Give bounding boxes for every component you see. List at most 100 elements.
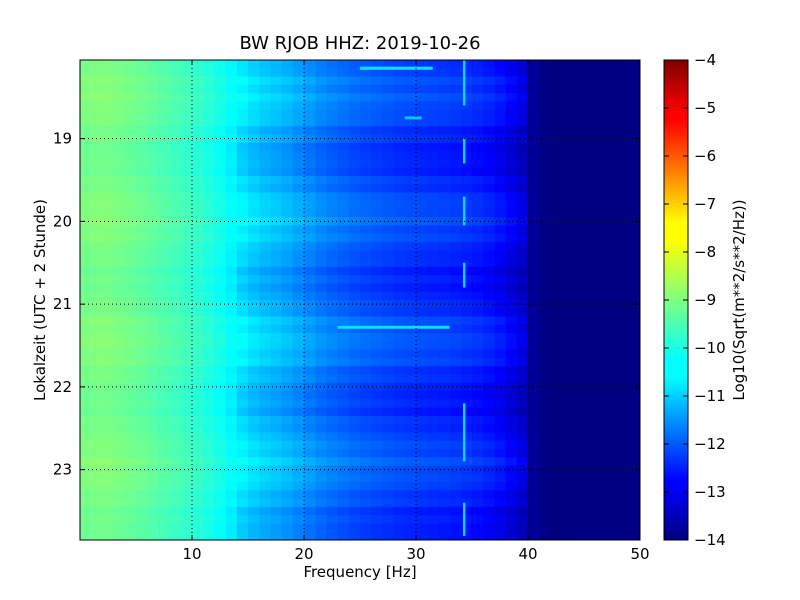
spectrogram-cell <box>203 473 215 483</box>
spectrogram-cell <box>102 275 115 285</box>
spectrogram-cell <box>147 366 159 376</box>
spectrogram-cell <box>270 84 283 94</box>
spectrogram-cell <box>147 523 159 533</box>
spectrogram-cell <box>416 151 428 160</box>
spectrogram-cell <box>225 457 238 467</box>
spectrogram-cell <box>550 208 563 218</box>
spectrogram-cell <box>427 515 439 525</box>
spectrogram-cell <box>595 151 607 160</box>
spectrogram-cell <box>628 134 640 144</box>
spectrogram-cell <box>561 192 574 202</box>
spectrogram-cell <box>158 490 171 500</box>
spectrogram-cell <box>606 432 619 442</box>
spectrogram-cell <box>259 151 271 160</box>
spectrogram-cell <box>483 349 495 359</box>
spectrogram-cell <box>572 399 585 409</box>
spectrogram-cell <box>113 134 126 144</box>
spectrogram-cell <box>136 109 148 119</box>
spectrogram-cell <box>136 233 148 243</box>
spectrogram-cell <box>147 349 159 359</box>
spectrogram-cell <box>214 142 227 152</box>
spectrogram-cell <box>416 448 428 458</box>
spectrogram-cell <box>606 233 619 243</box>
spectrogram-cell <box>203 440 215 450</box>
spectrogram-cell <box>348 531 361 540</box>
spectrogram-cell <box>91 208 103 218</box>
spectrogram-cell <box>348 117 361 127</box>
spectrogram-cell <box>158 333 171 342</box>
spectrogram-cell <box>561 93 574 102</box>
spectrogram-cell <box>147 324 159 334</box>
spectrogram-cell <box>460 432 473 442</box>
spectrogram-cell <box>326 506 339 516</box>
spectrogram-cell <box>416 250 428 260</box>
spectrogram-cell <box>192 523 204 533</box>
colorbar-ticks: −4−5−6−7−8−9−10−11−12−13−14 <box>664 51 726 549</box>
spectrogram-cell <box>528 300 540 309</box>
spectrogram-cell <box>225 151 238 160</box>
spectrogram-cell <box>584 349 596 359</box>
spectrogram-cell <box>91 349 103 359</box>
spectrogram-cell <box>360 192 372 202</box>
spectrogram-cell <box>124 68 137 78</box>
spectrogram-cell <box>595 506 607 516</box>
spectrogram-cell <box>270 473 283 483</box>
spectrogram-cell <box>483 440 495 450</box>
spectrogram-cell <box>371 357 383 367</box>
spectrogram-cell <box>494 184 507 194</box>
spectrogram-cell <box>136 84 148 94</box>
spectrogram-cell <box>281 126 294 136</box>
spectrogram-cell <box>416 333 428 342</box>
spectrogram-cell <box>281 415 294 425</box>
spectrogram-cell <box>225 440 238 450</box>
spectrogram-cell <box>236 531 249 540</box>
spectrogram-cell <box>102 391 115 400</box>
spectrogram-cell <box>326 515 339 525</box>
spectrogram-cell <box>91 250 103 260</box>
spectrogram-cell <box>124 415 137 425</box>
spectrogram-cell <box>259 275 271 285</box>
spectrogram-cell <box>595 366 607 376</box>
spectrogram-cell <box>203 291 215 301</box>
spectrogram-cell <box>113 60 126 69</box>
spectrogram-cell <box>225 76 238 86</box>
spectrogram-cell <box>539 333 551 342</box>
spectrogram-cell <box>371 440 383 450</box>
spectrogram-cell <box>169 192 182 202</box>
spectrogram-cell <box>472 515 484 525</box>
spectrogram-cell <box>449 200 462 210</box>
spectrogram-cell <box>393 333 406 342</box>
spectrogram-cell <box>113 523 126 533</box>
spectrogram-cell <box>393 151 406 160</box>
spectrogram-cell <box>449 432 462 442</box>
spectrogram-cell <box>449 258 462 268</box>
spectrogram-cell <box>136 192 148 202</box>
spectrogram-cell <box>460 159 473 169</box>
spectrogram-cell <box>382 167 395 177</box>
spectrogram-cell <box>315 93 327 102</box>
spectrogram-cell <box>113 250 126 260</box>
spectrogram-cell <box>371 126 383 136</box>
spectrogram-cell <box>438 258 451 268</box>
spectrogram-cell <box>550 242 563 251</box>
spectrogram-cell <box>617 382 630 392</box>
spectrogram-cell <box>427 275 439 285</box>
spectrogram-cell <box>225 84 238 94</box>
spectrogram-cell <box>203 225 215 235</box>
y-tick-label: 19 <box>53 130 72 148</box>
spectrogram-cell <box>584 266 596 276</box>
spectrogram-cell <box>584 93 596 102</box>
spectrogram-cell <box>315 498 327 508</box>
spectrogram-cell <box>225 515 238 525</box>
spectrogram-cell <box>236 200 249 210</box>
spectrogram-cell <box>427 440 439 450</box>
spectrogram-cell <box>360 523 372 533</box>
spectrogram-cell <box>281 391 294 400</box>
spectrogram-cell <box>136 217 148 227</box>
spectrogram-cell <box>561 242 574 251</box>
spectrogram-cell <box>404 316 417 326</box>
spectrogram-cell <box>561 407 574 417</box>
spectrogram-cell <box>225 117 238 127</box>
spectrogram-cell <box>595 208 607 218</box>
spectrogram-cell <box>315 357 327 367</box>
